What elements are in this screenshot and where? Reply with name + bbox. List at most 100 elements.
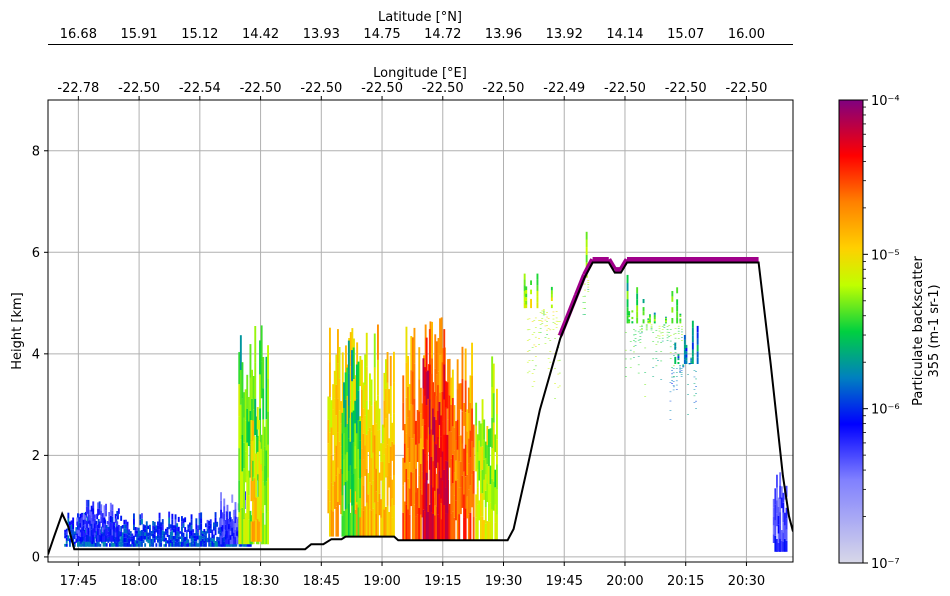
heatmap-cell <box>422 449 425 480</box>
heatmap-cell <box>265 481 268 513</box>
heatmap-cell <box>253 436 256 458</box>
heatmap-cell <box>480 493 482 517</box>
heatmap-cell <box>550 286 553 291</box>
heatmap-cell <box>582 296 585 297</box>
heatmap-cell <box>101 527 104 533</box>
heatmap-cell <box>220 492 222 501</box>
longitude-tick-label: -22.50 <box>483 81 525 96</box>
heatmap-cell <box>421 449 424 472</box>
heatmap-cell <box>198 541 201 547</box>
heatmap-cell <box>346 452 349 481</box>
heatmap-cell <box>77 535 80 539</box>
heatmap-cell <box>263 524 266 545</box>
heatmap-cell <box>243 442 245 469</box>
heatmap-cell <box>475 448 478 472</box>
heatmap-cell <box>243 518 245 545</box>
heatmap-cell <box>528 350 531 351</box>
heatmap-cell <box>120 515 123 521</box>
heatmap-cell <box>243 493 245 519</box>
heatmap-cell <box>533 320 536 321</box>
heatmap-cell <box>335 354 338 385</box>
near-aircraft-signal <box>618 258 630 271</box>
heatmap-cell <box>386 475 389 506</box>
heatmap-cell <box>111 523 114 530</box>
heatmap-cell <box>772 525 775 535</box>
heatmap-cell <box>357 419 360 450</box>
heatmap-cell <box>195 535 198 542</box>
heatmap-cell <box>136 527 139 531</box>
heatmap-cell <box>116 521 119 527</box>
heatmap-cell <box>661 335 664 336</box>
heatmap-cell <box>160 522 163 527</box>
heatmap-cell <box>685 348 688 352</box>
heatmap-cell <box>549 329 552 331</box>
heatmap-cell <box>461 379 464 412</box>
heatmap-cell <box>671 318 674 324</box>
heatmap-cell <box>67 518 70 524</box>
heatmap-cell <box>370 431 373 459</box>
heatmap-cell <box>552 318 555 320</box>
heatmap-cell <box>677 333 680 334</box>
heatmap-cell <box>642 319 645 324</box>
heatmap-cell <box>137 543 140 547</box>
heatmap-cell <box>450 431 453 459</box>
heatmap-cell <box>430 401 433 430</box>
heatmap-cell <box>373 468 376 503</box>
heatmap-cell <box>369 427 371 455</box>
heatmap-cell <box>425 337 428 372</box>
heatmap-cell <box>239 474 242 510</box>
heatmap-cell <box>184 517 187 523</box>
heatmap-cell <box>98 535 101 542</box>
heatmap-cell <box>76 521 79 526</box>
heatmap-cell <box>433 466 436 491</box>
heatmap-cell <box>375 491 378 514</box>
heatmap-cell <box>665 317 667 319</box>
heatmap-cell <box>432 382 434 409</box>
heatmap-cell <box>677 362 680 364</box>
heatmap-cell <box>690 357 693 359</box>
heatmap-cell <box>683 335 686 340</box>
heatmap-cell <box>142 524 145 528</box>
heatmap-cell <box>118 544 121 547</box>
heatmap-cell <box>208 520 211 526</box>
latitude-tick-label: 14.42 <box>242 27 279 42</box>
heatmap-cell <box>209 523 212 529</box>
heatmap-cell <box>193 535 196 539</box>
heatmap-cell <box>72 535 75 541</box>
heatmap-cell <box>327 396 330 420</box>
heatmap-cell <box>674 352 677 353</box>
heatmap-cell <box>534 346 537 347</box>
heatmap-cell <box>550 290 553 294</box>
heatmap-cell <box>375 446 378 469</box>
heatmap-cell <box>340 401 343 424</box>
heatmap-cell <box>251 398 253 428</box>
heatmap-cell <box>489 428 492 447</box>
heatmap-cell <box>131 541 134 545</box>
heatmap-cell <box>633 334 635 336</box>
heatmap-cell <box>258 420 261 441</box>
heatmap-cell <box>636 317 639 324</box>
heatmap-cell <box>494 434 497 453</box>
heatmap-cell <box>661 329 664 330</box>
heatmap-cell <box>625 367 627 368</box>
heatmap-cell <box>213 522 215 527</box>
heatmap-cell <box>554 323 556 324</box>
heatmap-cell <box>476 434 479 452</box>
heatmap-cell <box>255 519 258 542</box>
heatmap-cell <box>453 405 456 428</box>
heatmap-cell <box>161 530 164 536</box>
heatmap-cell <box>335 475 338 507</box>
heatmap-cell <box>587 289 590 290</box>
heatmap-cell <box>655 330 658 331</box>
heatmap-cell <box>393 444 395 475</box>
heatmap-cell <box>672 389 675 391</box>
heatmap-cell <box>327 443 330 467</box>
heatmap-cell <box>405 504 408 541</box>
heatmap-cell <box>129 536 132 539</box>
heatmap-cell <box>72 517 75 524</box>
heatmap-cell <box>244 389 247 421</box>
heatmap-cell <box>432 408 434 435</box>
heatmap-cell <box>657 341 659 343</box>
heatmap-cell <box>463 471 465 495</box>
heatmap-cell <box>669 419 672 420</box>
